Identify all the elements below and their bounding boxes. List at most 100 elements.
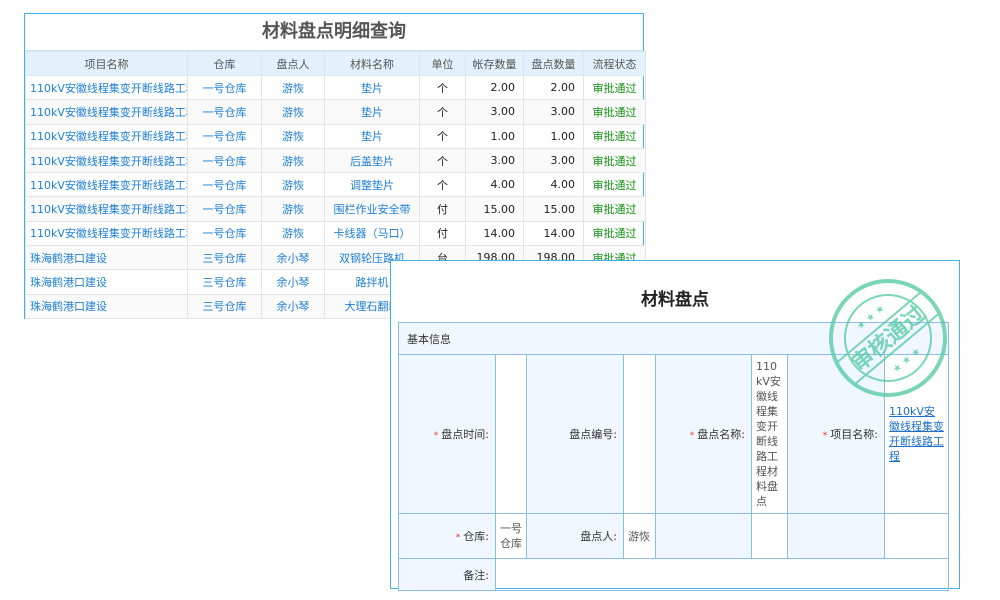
person-label: 盘点人:: [526, 513, 624, 559]
cell-project[interactable]: 110kV安徽线程集变开断线路工程: [25, 220, 188, 247]
warehouse-field[interactable]: 一号仓库: [495, 513, 527, 559]
cell-counter[interactable]: 游恢: [261, 172, 325, 198]
cell-count-qty: 4.00: [523, 172, 584, 198]
cell-unit: 付: [419, 220, 466, 247]
cell-counter[interactable]: 游恢: [261, 196, 325, 222]
cell-warehouse[interactable]: 三号仓库: [187, 245, 262, 271]
cell-material[interactable]: 调整垫片: [324, 172, 420, 198]
table-row[interactable]: 110kV安徽线程集变开断线路工程 一号仓库 游恢 卡线器（马口）付 14.00 14.0…: [25, 220, 646, 247]
cell-book-qty: 3.00: [465, 147, 524, 174]
cell-project[interactable]: 110kV安徽线程集变开断线路工程: [25, 147, 188, 174]
cell-counter[interactable]: 余小琴: [261, 245, 325, 271]
cell-warehouse[interactable]: 一号仓库: [187, 123, 262, 149]
table-row[interactable]: 110kV安徽线程集变开断线路工程 一号仓库 游恢 围栏作业安全带付 15.00 15.0…: [25, 196, 646, 222]
column-header[interactable]: 盘点人: [261, 51, 325, 76]
cell-status: 审批通过: [583, 172, 646, 198]
cell-counter[interactable]: 余小琴: [261, 293, 325, 319]
cell-counter[interactable]: 游恢: [261, 123, 325, 149]
table-row[interactable]: 110kV安徽线程集变开断线路工程 一号仓库 游恢 垫片个 2.00 2.00 审批通过: [25, 74, 646, 101]
cell-status: 审批通过: [583, 147, 646, 174]
warehouse-label: * 仓库:: [398, 513, 496, 559]
cell-project[interactable]: 珠海鹤港口建设: [25, 293, 188, 319]
code-field[interactable]: [623, 354, 656, 514]
cell-warehouse[interactable]: 一号仓库: [187, 196, 262, 222]
cell-status: 审批通过: [583, 74, 646, 101]
cell-project[interactable]: 110kV安徽线程集变开断线路工程: [25, 172, 188, 198]
empty-cell: [884, 513, 949, 559]
cell-book-qty: 4.00: [465, 172, 524, 198]
column-header[interactable]: 帐存数量: [465, 51, 524, 76]
cell-status: 审批通过: [583, 220, 646, 247]
table-row[interactable]: 110kV安徽线程集变开断线路工程 一号仓库 游恢 后盖垫片个 3.00 3.00 审批通过: [25, 147, 646, 174]
cell-warehouse[interactable]: 一号仓库: [187, 74, 262, 101]
project-link[interactable]: 110kV安徽线程集变开断线路工程: [889, 405, 944, 463]
cell-unit: 付: [419, 196, 466, 222]
column-header[interactable]: 单位: [419, 51, 466, 76]
name-field[interactable]: 110kV安徽线程集变开断线路工程材料盘点: [751, 354, 788, 514]
cell-warehouse[interactable]: 一号仓库: [187, 99, 262, 125]
cell-warehouse[interactable]: 一号仓库: [187, 220, 262, 247]
column-header[interactable]: 项目名称: [25, 51, 188, 76]
cell-unit: 个: [419, 172, 466, 198]
cell-unit: 个: [419, 147, 466, 174]
cell-project[interactable]: 珠海鹤港口建设: [25, 269, 188, 295]
material-inventory-detail-query-panel: 材料盘点明细查询 项目名称 仓库 盘点人 材料名称 单位 帐存数量 盘点数量 流程状态 110…: [24, 13, 646, 319]
table-row[interactable]: 110kV安徽线程集变开断线路工程 一号仓库 游恢 调整垫片个 4.00 4.00 审批通过: [25, 172, 646, 198]
cell-book-qty: 2.00: [465, 74, 524, 101]
column-header[interactable]: 仓库: [187, 51, 262, 76]
cell-counter[interactable]: 游恢: [261, 99, 325, 125]
cell-project[interactable]: 110kV安徽线程集变开断线路工程: [25, 196, 188, 222]
cell-book-qty: 15.00: [465, 196, 524, 222]
cell-warehouse[interactable]: 一号仓库: [187, 172, 262, 198]
cell-count-qty: 2.00: [523, 74, 584, 101]
basic-info-table: 基本信息 * 盘点时间: 盘点编号: * 盘点名称: 110kV安徽线程集变开断线路…: [398, 322, 949, 591]
cell-counter[interactable]: 游恢: [261, 147, 325, 174]
cell-project[interactable]: 110kV安徽线程集变开断线路工程: [25, 99, 188, 125]
table-row[interactable]: 110kV安徽线程集变开断线路工程 一号仓库 游恢 垫片个 3.00 3.00 审批通过: [25, 99, 646, 125]
cell-material[interactable]: 卡线器（马口）: [324, 220, 420, 247]
cell-material[interactable]: 垫片: [324, 99, 420, 125]
date-field[interactable]: [495, 354, 527, 514]
cell-project[interactable]: 110kV安徽线程集变开断线路工程: [25, 74, 188, 101]
cell-material[interactable]: 垫片: [324, 74, 420, 101]
cell-count-qty: 14.00: [523, 220, 584, 247]
empty-cell: [787, 513, 885, 559]
cell-count-qty: 3.00: [523, 147, 584, 174]
inventory-table: 项目名称 仓库 盘点人 材料名称 单位 帐存数量 盘点数量 流程状态 110kV安徽线程集变开…: [25, 51, 646, 319]
cell-project[interactable]: 珠海鹤港口建设: [25, 245, 188, 271]
person-field[interactable]: 游恢: [623, 513, 656, 559]
cell-counter[interactable]: 游恢: [261, 74, 325, 101]
cell-count-qty: 15.00: [523, 196, 584, 222]
cell-status: 审批通过: [583, 123, 646, 149]
name-label: * 盘点名称:: [655, 354, 752, 514]
table-row[interactable]: 110kV安徽线程集变开断线路工程 一号仓库 游恢 垫片个 1.00 1.00 审批通过: [25, 123, 646, 149]
cell-status: 审批通过: [583, 196, 646, 222]
remark-field[interactable]: [495, 558, 949, 591]
cell-counter[interactable]: 游恢: [261, 220, 325, 247]
remark-label: 备注:: [398, 558, 496, 591]
empty-cell: [655, 513, 752, 559]
cell-material[interactable]: 垫片: [324, 123, 420, 149]
cell-unit: 个: [419, 74, 466, 101]
cell-unit: 个: [419, 99, 466, 125]
cell-book-qty: 3.00: [465, 99, 524, 125]
cell-project[interactable]: 110kV安徽线程集变开断线路工程: [25, 123, 188, 149]
cell-warehouse[interactable]: 三号仓库: [187, 293, 262, 319]
cell-count-qty: 3.00: [523, 99, 584, 125]
form-title: 材料盘点: [641, 290, 709, 310]
cell-counter[interactable]: 余小琴: [261, 269, 325, 295]
cell-book-qty: 14.00: [465, 220, 524, 247]
column-header[interactable]: 材料名称: [324, 51, 420, 76]
code-label: 盘点编号:: [526, 354, 624, 514]
cell-material[interactable]: 围栏作业安全带: [324, 196, 420, 222]
cell-status: 审批通过: [583, 99, 646, 125]
empty-cell: [751, 513, 788, 559]
cell-warehouse[interactable]: 一号仓库: [187, 147, 262, 174]
page-title: 材料盘点明细查询: [25, 14, 643, 51]
cell-material[interactable]: 后盖垫片: [324, 147, 420, 174]
cell-book-qty: 1.00: [465, 123, 524, 149]
column-header[interactable]: 盘点数量: [523, 51, 584, 76]
column-header[interactable]: 流程状态: [583, 51, 646, 76]
cell-count-qty: 1.00: [523, 123, 584, 149]
cell-warehouse[interactable]: 三号仓库: [187, 269, 262, 295]
